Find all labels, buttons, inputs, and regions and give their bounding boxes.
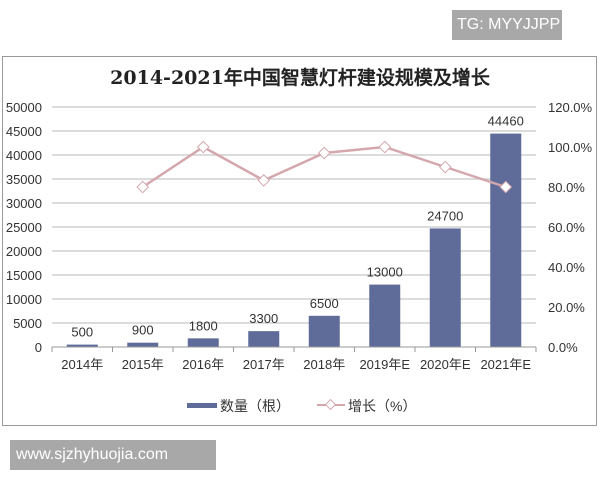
right-axis-tick-label: 60.0% bbox=[548, 220, 585, 235]
right-axis-ticks: 0.0% 20.0% 40.0% 60.0% 80.0% 100.0% 120.0% bbox=[548, 100, 593, 355]
bar-value-label: 500 bbox=[71, 325, 93, 340]
left-axis-tick-label: 25000 bbox=[6, 220, 42, 235]
line-marker-icon bbox=[257, 174, 271, 187]
left-axis-tick-label: 35000 bbox=[6, 172, 42, 187]
bar-value-label: 24700 bbox=[427, 208, 463, 223]
bar bbox=[248, 331, 280, 347]
legend-line-label: 增长（%） bbox=[348, 398, 416, 414]
left-axis-tick-label: 40000 bbox=[6, 148, 42, 163]
x-axis-tick-label: 2016年 bbox=[182, 357, 224, 372]
gridlines bbox=[52, 106, 536, 324]
line-marker-icon bbox=[317, 146, 331, 160]
left-axis-tick-label: 45000 bbox=[6, 124, 42, 139]
legend-marker-icon bbox=[324, 398, 337, 411]
bar bbox=[308, 315, 340, 347]
line-marker-icon bbox=[378, 140, 392, 154]
bar bbox=[369, 284, 401, 347]
legend-bar-swatch bbox=[187, 403, 217, 408]
bar bbox=[429, 228, 461, 347]
x-axis-tick-label: 2015年 bbox=[122, 357, 164, 372]
bar-value-label: 900 bbox=[132, 323, 154, 338]
right-axis-tick-label: 20.0% bbox=[548, 300, 585, 315]
bar-value-label: 6500 bbox=[310, 296, 339, 311]
right-axis-tick-label: 40.0% bbox=[548, 260, 585, 275]
bar bbox=[187, 338, 219, 347]
legend-bar-label: 数量（根） bbox=[220, 398, 290, 414]
x-axis-tick-label: 2014年 bbox=[61, 357, 103, 372]
x-axis-tick-label: 2019年E bbox=[359, 357, 410, 372]
left-axis-tick-label: 5000 bbox=[13, 316, 42, 331]
line-marker-icon bbox=[499, 180, 513, 194]
x-axis-tick-label: 2020年E bbox=[420, 357, 471, 372]
x-axis: 2014年 2015年 2016年 2017年 2018年 2019年E 2020年E 202… bbox=[51, 346, 537, 372]
left-axis-tick-label: 0 bbox=[35, 340, 42, 355]
bar bbox=[66, 344, 98, 347]
watermark-top: TG: MYYJJPP bbox=[452, 10, 562, 40]
watermark-bottom: www.sjzhyhuojia.com bbox=[10, 440, 216, 470]
left-axis-tick-label: 10000 bbox=[6, 292, 42, 307]
left-axis-tick-label: 20000 bbox=[6, 244, 42, 259]
bar-value-label: 3300 bbox=[249, 311, 278, 326]
bar-value-label: 13000 bbox=[367, 265, 403, 280]
bar-series bbox=[66, 133, 522, 347]
x-axis-tick-label: 2018年 bbox=[303, 357, 345, 372]
left-axis-tick-label: 15000 bbox=[6, 268, 42, 283]
x-axis-tick-label: 2017年 bbox=[243, 357, 285, 372]
bar bbox=[127, 342, 159, 347]
line-marker-icon bbox=[196, 140, 210, 154]
growth-line-series bbox=[136, 140, 513, 194]
legend: 数量（根） 增长（%） bbox=[187, 398, 416, 414]
chart-title: 2014-2021年中国智慧灯杆建设规模及增长 bbox=[110, 67, 490, 89]
line-marker-icon bbox=[438, 160, 452, 174]
x-axis-tick-label: 2021年E bbox=[480, 357, 531, 372]
left-axis-ticks: 0 5000 10000 15000 20000 25000 30000 35000 40000… bbox=[6, 100, 42, 355]
right-axis-tick-label: 0.0% bbox=[548, 340, 578, 355]
right-axis-tick-label: 80.0% bbox=[548, 180, 585, 195]
bar-value-label: 1800 bbox=[189, 318, 218, 333]
bar-value-label: 44460 bbox=[488, 114, 524, 129]
bar bbox=[490, 133, 522, 347]
bar-value-labels: 500 900 1800 3300 6500 13000 24700 44460 bbox=[71, 114, 523, 340]
line-marker-icon bbox=[136, 180, 150, 194]
right-axis-tick-label: 100.0% bbox=[548, 140, 593, 155]
right-axis-tick-label: 120.0% bbox=[548, 100, 593, 115]
left-axis-tick-label: 30000 bbox=[6, 196, 42, 211]
left-axis-tick-label: 50000 bbox=[6, 100, 42, 115]
